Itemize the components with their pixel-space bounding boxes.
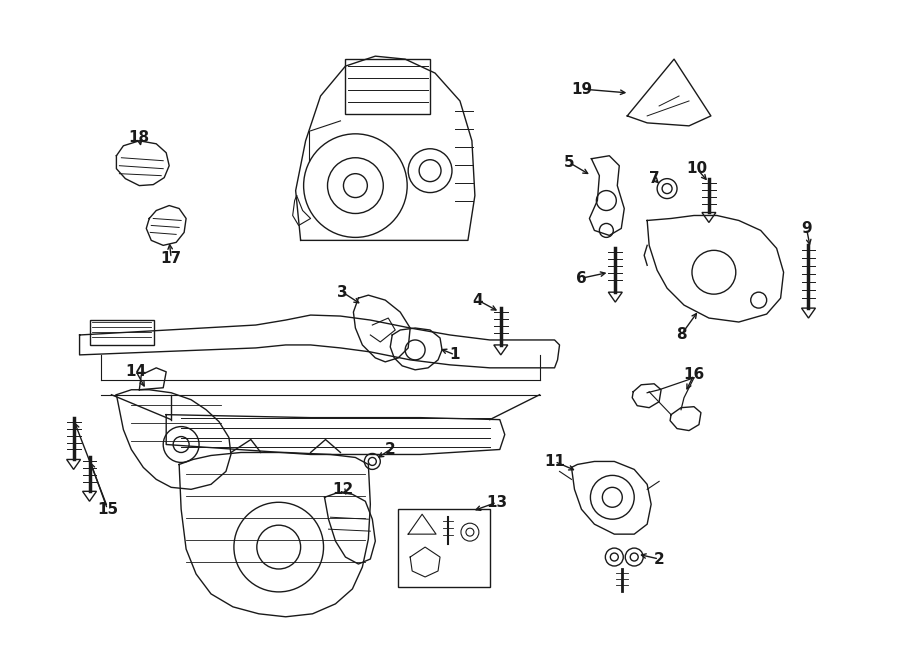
Text: 1: 1 <box>450 348 460 362</box>
Text: 6: 6 <box>576 271 587 286</box>
Polygon shape <box>802 308 815 318</box>
Polygon shape <box>702 212 716 223</box>
Polygon shape <box>494 345 508 355</box>
Text: 8: 8 <box>676 327 687 342</box>
Text: 9: 9 <box>801 221 812 236</box>
Text: 10: 10 <box>687 161 707 176</box>
Text: 18: 18 <box>129 130 150 145</box>
Text: 3: 3 <box>338 285 347 299</box>
Text: 2: 2 <box>653 551 664 566</box>
Bar <box>398 509 490 587</box>
Polygon shape <box>608 292 622 302</box>
Text: 12: 12 <box>332 482 353 497</box>
Text: 17: 17 <box>160 251 182 266</box>
Polygon shape <box>83 491 96 501</box>
Polygon shape <box>67 459 81 469</box>
Text: 5: 5 <box>564 155 575 171</box>
Text: 7: 7 <box>649 171 660 186</box>
Bar <box>346 59 430 114</box>
Text: 15: 15 <box>97 502 118 517</box>
Bar <box>89 320 154 345</box>
Text: 2: 2 <box>385 442 396 457</box>
Text: 4: 4 <box>472 293 483 307</box>
Text: 14: 14 <box>126 364 147 379</box>
Text: 13: 13 <box>486 495 508 510</box>
Text: 16: 16 <box>683 368 705 382</box>
Text: 19: 19 <box>571 81 592 97</box>
Text: 11: 11 <box>544 454 565 469</box>
